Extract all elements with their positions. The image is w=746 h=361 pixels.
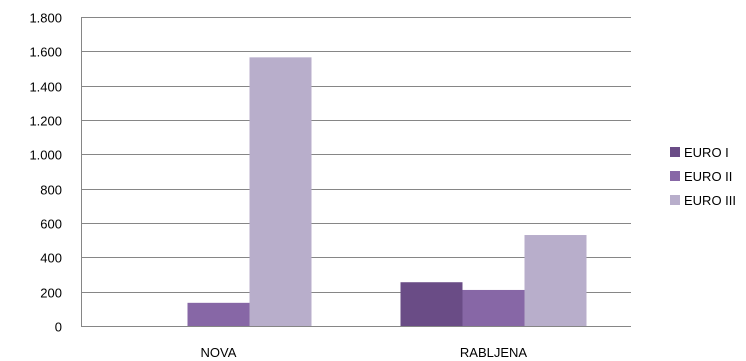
legend-swatch	[670, 195, 680, 205]
bars	[187, 57, 587, 326]
x-axis-categories: NOVA RABLJENA	[201, 345, 528, 360]
gridlines	[81, 17, 631, 293]
y-tick-label: 1.200	[29, 114, 62, 129]
y-tick-label: 1.600	[29, 45, 62, 60]
legend-swatch	[670, 171, 680, 181]
bar-nova-euro-ii	[187, 302, 250, 326]
y-tick-label: 1.000	[29, 148, 62, 163]
legend-label: EURO III	[684, 193, 736, 208]
legend: EURO I EURO II EURO III	[670, 145, 736, 208]
y-tick-label: 200	[40, 286, 62, 301]
axes	[81, 17, 631, 327]
x-category-label: RABLJENA	[460, 345, 528, 360]
bar-nova-euro-iii	[249, 57, 312, 326]
bar-rabljena-euro-i	[400, 282, 463, 326]
y-tick-label: 600	[40, 217, 62, 232]
y-tick-label: 400	[40, 251, 62, 266]
x-category-label: NOVA	[201, 345, 237, 360]
legend-swatch	[670, 147, 680, 157]
bar-rabljena-euro-iii	[524, 235, 587, 326]
y-tick-label: 800	[40, 183, 62, 198]
legend-label: EURO II	[684, 169, 732, 184]
legend-label: EURO I	[684, 145, 729, 160]
y-tick-label: 1.400	[29, 80, 62, 95]
y-axis-ticks: 0 200 400 600 800 1.000 1.200 1.400 1.600 1.800	[29, 11, 62, 335]
y-tick-label: 1.800	[29, 11, 62, 26]
bar-rabljena-euro-ii	[462, 289, 525, 326]
y-tick-label: 0	[55, 320, 62, 335]
